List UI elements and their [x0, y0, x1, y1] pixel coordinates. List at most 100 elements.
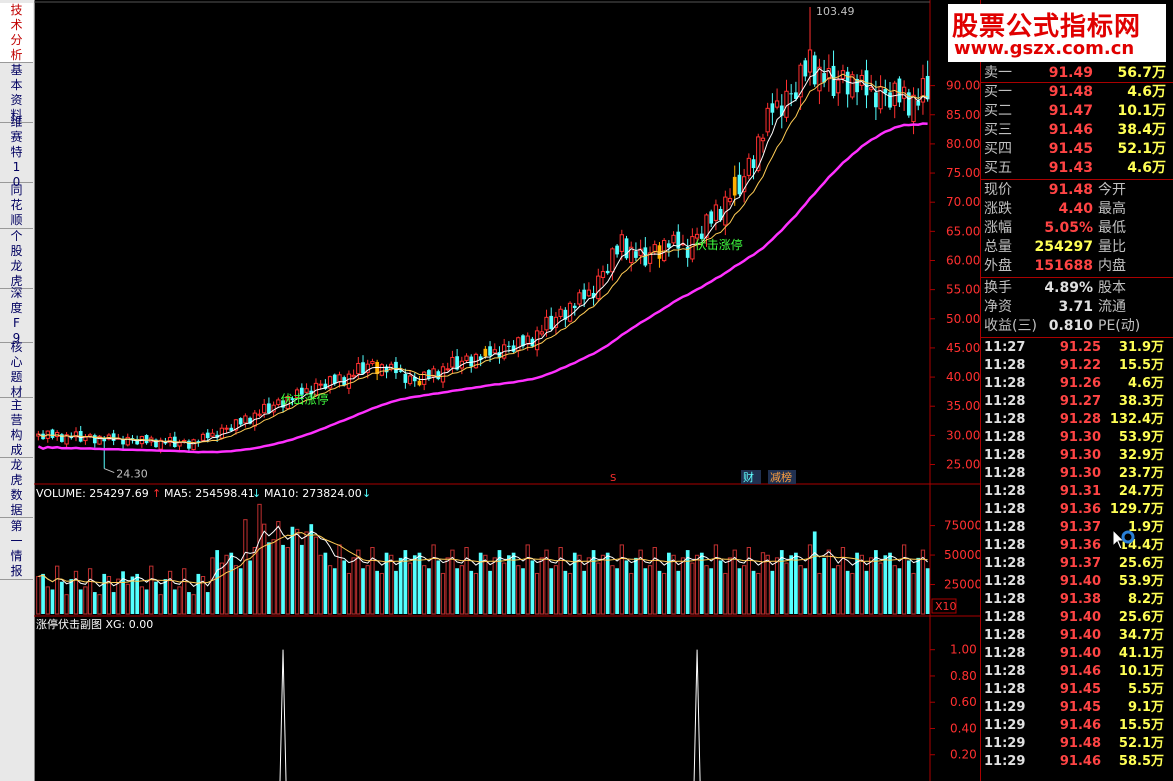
low-label: 24.30: [116, 468, 148, 481]
tab-4[interactable]: 同花顺: [0, 183, 33, 229]
tab-9[interactable]: 龙虎数据: [0, 458, 33, 518]
kline-chart[interactable]: 90.00 85.00 80.00 75.00 70.00 65.00 60.00 55.00…: [34, 0, 980, 781]
signal-label: 伏击涨停: [695, 237, 743, 252]
tab-label: 同花顺: [10, 183, 23, 227]
volume-bar: [200, 576, 206, 615]
stat-value: 4.89%: [1044, 280, 1093, 296]
stat-label: 现价: [984, 182, 1012, 198]
volume-bar: [732, 549, 737, 615]
price-axis-label: 60.00: [946, 253, 980, 267]
price-axis-label: 50.00: [946, 312, 980, 326]
volume-bar: [182, 568, 187, 615]
volume-bar: [365, 565, 370, 615]
volume-bar: [271, 539, 276, 615]
stat-label: 涨跌: [984, 201, 1012, 217]
candle-body: [874, 92, 878, 108]
volume-bar: [238, 568, 243, 614]
volume-bar: [144, 589, 149, 614]
candle-body: [299, 387, 304, 395]
tick-time: 11:28: [984, 394, 1026, 409]
volume-bar: [741, 565, 747, 615]
tick-time: 11:28: [984, 628, 1026, 643]
stat-value: 3.71: [1058, 299, 1093, 315]
candle-body: [483, 348, 488, 357]
volume-bar: [713, 544, 719, 615]
candle-body: [356, 362, 361, 375]
low-arrow: [104, 468, 115, 474]
volume-bar: [751, 570, 756, 614]
tick-vol: 53.9万: [1118, 430, 1164, 445]
order-label: 买四: [984, 141, 1012, 157]
volume-bar: [323, 552, 328, 614]
volume-bar: [596, 562, 601, 615]
volume-bar: [582, 570, 587, 614]
tick-price: 91.28: [1059, 412, 1101, 427]
volume-bar: [445, 557, 450, 615]
tick-time: 11:29: [984, 754, 1026, 769]
tick-price: 91.40: [1059, 628, 1101, 643]
volume-unit-label: X10: [935, 600, 957, 613]
volume-bar: [822, 557, 826, 614]
tab-7[interactable]: 核心题材: [0, 340, 33, 399]
volume-bar: [45, 586, 50, 615]
volume-bar: [455, 568, 459, 614]
side-tabs: 技术分析 基本资料 维赛特10 同花顺个股龙虎 深度F9 核心题材 主营构成 龙虎数据 第一情报: [0, 0, 35, 781]
volume-bar: [718, 560, 723, 614]
tick-vol: 10.1万: [1118, 664, 1164, 679]
tab-1[interactable]: 技术分析: [0, 3, 33, 63]
volume-bar: [737, 568, 742, 614]
tick-time: 11:28: [984, 502, 1026, 517]
tab-10[interactable]: 第一情报: [0, 518, 33, 580]
volume-bar: [906, 560, 911, 614]
volume-bar: [55, 565, 60, 615]
candle-body: [450, 356, 455, 368]
watermark-title: 股票公式指标网: [952, 12, 1142, 42]
separator: [981, 179, 1173, 180]
order-price: 91.49: [1048, 65, 1093, 81]
candle-body: [154, 439, 158, 448]
volume-bar: [313, 536, 319, 615]
candle-body: [770, 103, 775, 113]
price-axis-label: 65.00: [946, 224, 980, 238]
volume-bar: [874, 550, 878, 614]
volume-bar: [102, 573, 107, 614]
tab-8[interactable]: 主营构成: [0, 398, 33, 458]
stat-row: 总量 254297 量比: [981, 238, 1173, 257]
candle-body: [784, 90, 789, 118]
tick-vol: 15.5万: [1118, 718, 1164, 733]
volume-bar: [215, 550, 220, 614]
tab-2[interactable]: 基本资料: [0, 63, 33, 123]
candle-body: [412, 376, 417, 382]
stat-label2: 内盘: [1098, 258, 1126, 274]
volume-bar: [135, 573, 140, 614]
candle-body: [709, 211, 714, 224]
candle-body: [563, 309, 568, 320]
signal-label: 伏击涨停: [281, 391, 329, 406]
tick-row: 11:28 91.37 1.9万: [981, 519, 1173, 537]
volume-bar: [412, 555, 417, 614]
tick-time: 11:28: [984, 448, 1026, 463]
candle-body: [144, 435, 149, 444]
candle-body: [855, 78, 859, 93]
volume-bar: [558, 547, 563, 615]
volume-bar: [859, 554, 864, 615]
volume-bar: [760, 552, 766, 615]
volume-bar: [351, 557, 356, 615]
candle-body: [248, 417, 252, 424]
tick-price: 91.45: [1059, 682, 1101, 697]
volume-bar: [332, 568, 337, 614]
indicator-axis-label: 0.40: [950, 721, 977, 735]
stat-label2: 流通: [1098, 299, 1126, 315]
candle-body: [111, 433, 116, 441]
tab-3[interactable]: 维赛特10: [0, 115, 33, 189]
volume-bar: [290, 526, 295, 614]
vol-ma10-label: MA10: 273824.00: [264, 487, 362, 500]
candle-body: [812, 55, 817, 85]
tick-price: 91.30: [1059, 466, 1101, 481]
tick-vol: 24.7万: [1118, 484, 1164, 499]
tick-time: 11:28: [984, 520, 1026, 535]
tab-5[interactable]: 个股龙虎: [0, 229, 33, 289]
tab-6[interactable]: 深度F9: [0, 286, 33, 345]
volume-bar: [516, 565, 521, 615]
tick-row: 11:28 91.37 25.6万: [981, 555, 1173, 573]
